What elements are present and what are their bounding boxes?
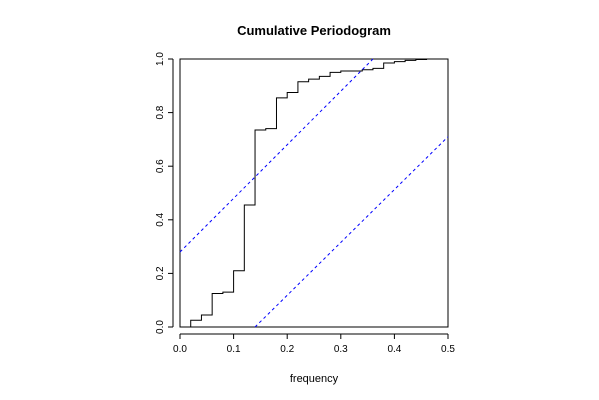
y-tick-label: 1.0: [155, 52, 166, 66]
x-tick-label: 0.1: [227, 344, 241, 355]
confidence-bound-line: [254, 136, 449, 328]
y-tick-label: 0.2: [155, 266, 166, 280]
y-tick-label: 0.4: [155, 212, 166, 226]
cumulative-periodogram-line: [190, 58, 438, 327]
confidence-bound-line: [179, 58, 374, 253]
x-tick-label: 0.2: [280, 344, 294, 355]
y-axis: 0.0 0.2 0.4 0.6 0.8 1.0: [155, 52, 174, 334]
x-tick-label: 0.0: [173, 344, 187, 355]
x-axis-label: frequency: [290, 373, 339, 385]
y-tick-label: 0.8: [155, 105, 166, 119]
x-tick-label: 0.5: [441, 344, 455, 355]
x-axis: 0.0 0.1 0.2 0.3 0.4 0.5: [173, 333, 455, 355]
y-tick-label: 0.0: [155, 320, 166, 334]
chart-title: Cumulative Periodogram: [237, 23, 391, 38]
x-tick-label: 0.3: [334, 344, 348, 355]
y-tick-label: 0.6: [155, 159, 166, 173]
series-layer: [179, 58, 449, 328]
plot-frame: [179, 58, 449, 328]
x-tick-label: 0.4: [387, 344, 401, 355]
